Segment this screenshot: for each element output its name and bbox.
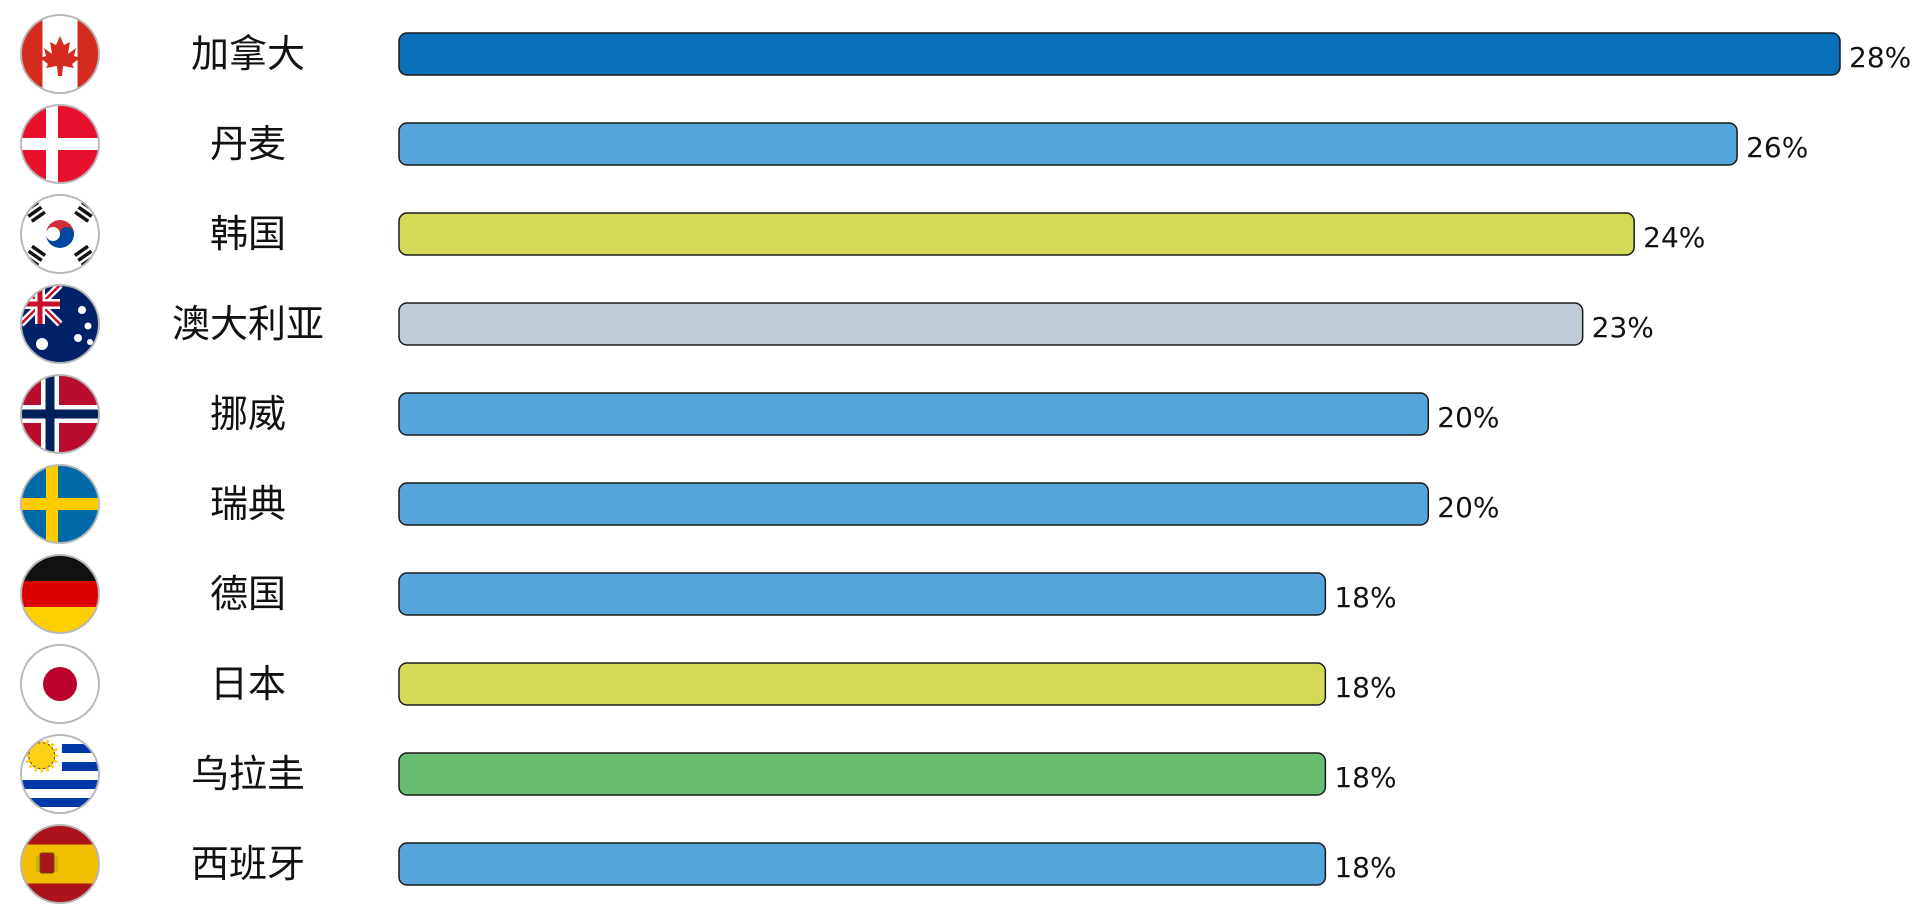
value-label: 18% [1334,851,1396,884]
value-label: 24% [1643,221,1705,254]
category-label: 日本 [210,662,286,706]
value-label: 18% [1334,581,1396,614]
uruguay-flag-icon [20,734,100,814]
sweden-flag-icon [20,464,100,544]
bar [398,302,1584,346]
japan-flag-icon [20,644,100,724]
category-label: 加拿大 [191,32,305,76]
bar [398,662,1327,706]
chart-rows: 加拿大 28% 丹麦 26% 韩国 24% 澳大利亚 23% 挪威 20% 瑞典 20% 德国 18% 日本… [20,14,1911,904]
bar [398,32,1841,76]
value-label: 28% [1849,41,1911,74]
category-label: 挪威 [210,392,286,436]
australia-flag-icon [20,284,100,364]
category-label: 瑞典 [210,482,286,526]
norway-flag-icon [20,374,100,454]
bar [398,392,1430,436]
value-label: 20% [1437,401,1499,434]
value-label: 26% [1746,131,1808,164]
category-label: 乌拉圭 [191,752,305,796]
bar [398,752,1327,796]
south-korea-flag-icon [20,194,100,274]
category-label: 澳大利亚 [172,302,324,346]
category-label: 德国 [210,572,286,616]
denmark-flag-icon [20,104,100,184]
canada-flag-icon [20,14,100,94]
value-label: 18% [1334,761,1396,794]
bar [398,842,1327,886]
bar [398,122,1738,166]
germany-flag-icon [20,554,100,634]
bar [398,482,1430,526]
value-label: 23% [1592,311,1654,344]
category-label: 韩国 [210,212,286,256]
value-label: 20% [1437,491,1499,524]
value-label: 18% [1334,671,1396,704]
category-label: 西班牙 [191,842,305,886]
category-label: 丹麦 [210,122,286,166]
bar [398,212,1635,256]
spain-flag-icon [20,824,100,904]
bar [398,572,1327,616]
